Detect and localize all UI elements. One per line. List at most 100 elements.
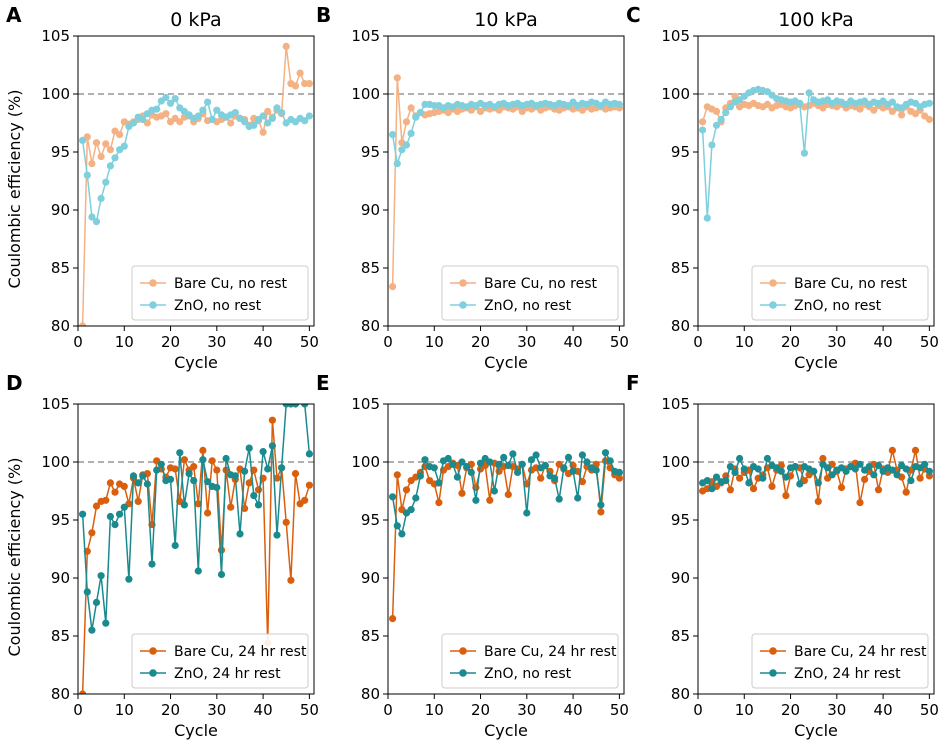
data-point: [486, 496, 494, 504]
x-tick-label: 20: [471, 333, 490, 351]
data-point: [92, 139, 101, 147]
data-point: [217, 546, 226, 554]
data-point: [199, 106, 207, 114]
data-series: [79, 404, 313, 694]
x-tick-label: 20: [471, 701, 490, 719]
y-tick-label: 95: [671, 143, 690, 161]
data-point: [79, 322, 87, 326]
data-point: [532, 451, 540, 459]
data-point: [106, 512, 114, 521]
data-point: [708, 485, 716, 493]
data-point: [268, 442, 276, 450]
legend-label: Bare Cu, no rest: [484, 276, 597, 292]
y-tick-label: 85: [361, 627, 380, 645]
data-point: [393, 522, 401, 530]
data-point: [102, 496, 110, 504]
y-tick-label: 100: [661, 85, 690, 103]
panel-e: E 0 10 20 30 40 50 80 85 90 95 100 105 Cycle Bare Cu, …: [316, 371, 629, 740]
data-point: [282, 42, 290, 51]
data-point: [810, 467, 818, 475]
data-point: [231, 472, 239, 480]
data-point: [870, 106, 878, 114]
data-point: [856, 460, 864, 468]
x-tick-label: 30: [827, 701, 846, 719]
data-point: [814, 497, 822, 505]
data-point: [777, 467, 785, 475]
x-axis-label: Cycle: [484, 353, 528, 372]
data-point: [278, 464, 286, 472]
data-point: [856, 105, 864, 113]
legend-box: [441, 265, 619, 321]
data-series: [79, 42, 313, 326]
data-point: [745, 479, 753, 487]
x-tick-label: 20: [161, 701, 180, 719]
data-point: [476, 459, 485, 467]
data-point: [106, 146, 114, 154]
data-point: [402, 118, 411, 126]
data-point: [569, 467, 577, 475]
y-tick-label: 80: [51, 317, 70, 335]
panel-f: F 0 10 20 30 40 50 80 85 90 95 100 105 Cycle Bare Cu, …: [626, 371, 939, 740]
legend-label: Bare Cu, no rest: [794, 276, 907, 292]
x-tick-label: 50: [610, 333, 629, 351]
panel-title: 100 kPa: [778, 9, 854, 31]
data-point: [301, 496, 309, 504]
data-series: [389, 74, 624, 291]
data-point: [601, 449, 610, 457]
y-tick-label: 90: [361, 569, 380, 587]
data-point: [430, 464, 438, 472]
x-tick-label: 50: [300, 701, 319, 719]
y-tick-label: 95: [51, 143, 70, 161]
data-point: [106, 479, 114, 487]
data-point: [902, 488, 910, 496]
legend-label: ZnO, no rest: [484, 666, 572, 682]
data-point: [227, 503, 235, 511]
data-point: [888, 466, 897, 474]
data-point: [176, 118, 184, 126]
data-point: [291, 470, 300, 478]
panel-title: 0 kPa: [170, 9, 221, 31]
data-point: [102, 178, 110, 186]
data-point: [856, 499, 864, 507]
y-tick-label: 100: [41, 85, 70, 103]
data-point: [92, 502, 101, 510]
legend-box: [131, 265, 309, 321]
data-point: [204, 478, 212, 486]
data-point: [250, 492, 258, 500]
data-point: [615, 468, 624, 476]
data-point: [842, 467, 850, 475]
data-point: [416, 109, 424, 117]
data-point: [523, 509, 531, 517]
legend-swatch-marker: [149, 669, 157, 677]
data-point: [305, 80, 313, 88]
data-point: [287, 576, 295, 584]
y-tick-label: 90: [51, 569, 70, 587]
data-point: [79, 690, 87, 694]
data-point: [111, 521, 119, 529]
data-point: [888, 446, 897, 454]
data-series: [699, 446, 934, 507]
panel-b: B 10 kPa 0 10 20 30 40 50 80 85 90 95 100 105 Cycle Bar…: [316, 3, 629, 372]
data-point: [393, 160, 401, 168]
legend-box: [751, 265, 929, 321]
x-axis-label: Cycle: [174, 721, 218, 740]
data-point: [291, 404, 300, 408]
x-tick-label: 10: [425, 333, 444, 351]
data-point: [259, 448, 267, 456]
legend-swatch-marker: [459, 301, 467, 309]
data-point: [537, 474, 545, 482]
data-point: [83, 588, 91, 596]
y-axis-label: Coulombic efficiency (%): [5, 90, 24, 289]
data-point: [157, 460, 165, 468]
y-tick-label: 80: [51, 685, 70, 703]
x-axis-label: Cycle: [794, 721, 838, 740]
y-tick-label: 95: [361, 143, 380, 161]
data-point: [416, 472, 424, 480]
panel-a: A 0 kPa 0 10 20 30 40 50 80 85 90 95 100 105 Cycle Coul…: [5, 3, 319, 372]
data-point: [851, 465, 859, 473]
data-point: [449, 460, 457, 468]
data-point: [83, 171, 91, 179]
data-point: [268, 416, 276, 424]
data-point: [824, 464, 832, 472]
data-point: [463, 463, 471, 471]
